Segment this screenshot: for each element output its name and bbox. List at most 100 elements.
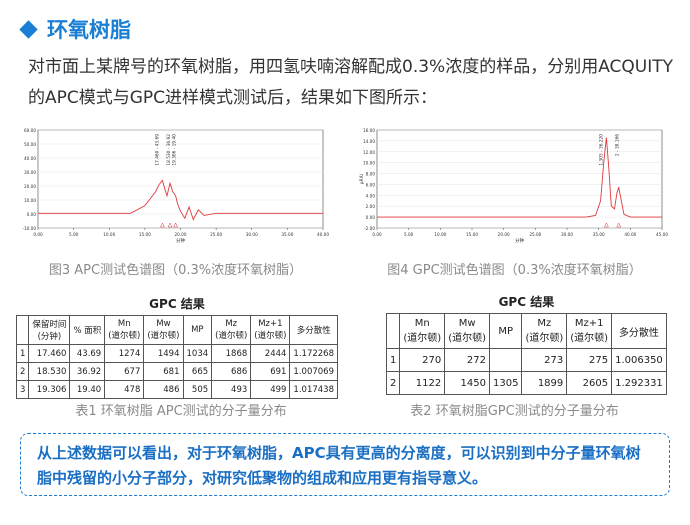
figure4-caption: 图4 GPC测试色谱图（0.3%浓度环氧树脂）: [387, 263, 642, 278]
y-tick-label: 16.00: [363, 128, 375, 133]
y-axis-label: μRIU: [359, 174, 365, 185]
section-header: 环氧树脂: [18, 14, 131, 44]
peak-label: 2 - 38.166: [615, 134, 621, 156]
table-cell: 691: [250, 362, 291, 381]
table-cell: 1: [385, 348, 401, 372]
table-cell: 272: [444, 348, 490, 372]
table-cell: 681: [143, 362, 184, 381]
table-cell: 1034: [182, 344, 213, 363]
peak-marker: [159, 222, 165, 228]
table2-title: GPC 结果: [498, 295, 555, 309]
table-cell: 2: [385, 371, 401, 395]
table-cell: 1274: [104, 344, 145, 363]
y-tick-label: 60.00: [24, 128, 36, 133]
x-tick-label: 45.00: [656, 232, 668, 237]
peak-label: 17.460 - 43.69: [154, 134, 160, 166]
table-cell: 1.017438: [289, 380, 338, 399]
table-row: 2 18.530 36.92 677 681 665 686 691 1.007069: [15, 362, 338, 381]
x-axis-label: 分钟: [176, 237, 185, 244]
table-cell: 270: [399, 348, 446, 372]
x-tick-label: 30.00: [561, 232, 573, 237]
x-tick-label: 5.00: [404, 232, 414, 237]
table1-caption: 表1 环氧树脂 APC测试的分子量分布: [75, 404, 287, 419]
peak-marker: [167, 222, 173, 228]
table-header-row: 保留时间 (分钟)% 面积 Mn (道尔顿) Mw (道尔顿) MP Mz (道尔顿) M…: [15, 315, 338, 345]
peak-label: 1.305 - 36.220: [598, 134, 604, 166]
x-tick-label: 15.00: [466, 232, 478, 237]
table-cell: 686: [211, 362, 252, 381]
x-tick-label: 35.00: [281, 232, 293, 237]
gpc-results-table: GPC 结果 Mn (道尔顿) Mw (道尔顿) MP Mz (道尔顿) Mz+1 (道…: [385, 293, 667, 395]
column-header: Mw (道尔顿): [444, 313, 490, 349]
table-row: 2 1122 1450 1305 1899 2605 1.292331: [385, 371, 667, 395]
y-tick-label: 4.00: [366, 193, 376, 198]
y-tick-label: -10.00: [23, 226, 37, 231]
table-row: 1 17.460 43.69 1274 1494 1034 1868 2444 1.172268: [15, 344, 338, 363]
table-cell: 1450: [444, 371, 490, 395]
x-tick-label: 20.00: [175, 232, 187, 237]
column-header: 多分散性: [611, 313, 667, 349]
table1-title: GPC 结果: [149, 297, 205, 311]
table2-caption: 表2 环氧树脂GPC测试的分子量分布: [410, 404, 619, 419]
x-tick-label: 15.00: [139, 232, 151, 237]
conclusion-box: 从上述数据可以看出，对于环氧树脂，APC具有更高的分离度，可以识别到中分子量环氧…: [20, 433, 670, 496]
y-tick-label: 12.00: [363, 150, 375, 155]
table-cell: 499: [250, 380, 291, 399]
x-axis-label: 分钟: [515, 237, 524, 244]
column-header: Mz+1 (道尔顿): [250, 315, 291, 345]
table-cell: [488, 348, 523, 372]
x-tick-label: 10.00: [103, 232, 115, 237]
table-cell: 677: [104, 362, 145, 381]
column-header: Mn (道尔顿): [399, 313, 446, 349]
table-cell: 2444: [250, 344, 291, 363]
table-cell: 486: [143, 380, 184, 399]
apc-chromatogram: -10.00 0.00 10.00 20.00 30.00 40.00 50.00 60.00…: [18, 124, 333, 252]
table-cell: 1.172268: [289, 344, 338, 363]
y-tick-label: 40.00: [24, 156, 36, 161]
table-cell: 18.530: [28, 362, 71, 381]
x-tick-label: 40.00: [317, 232, 329, 237]
gpc-chromatogram: -2.00 0.00 2.00 4.00 6.00 8.00 10.00 12.00 14.00…: [357, 124, 672, 252]
column-header: MP: [488, 313, 523, 349]
table-cell: 1868: [211, 344, 252, 363]
apc-results-table: GPC 结果 保留时间 (分钟)% 面积 Mn (道尔顿) Mw (道尔顿) MP Mz…: [15, 295, 338, 399]
y-tick-label: 6.00: [366, 182, 376, 187]
y-tick-label: 8.00: [366, 172, 376, 177]
diamond-icon: [19, 19, 38, 39]
series-line: [377, 137, 662, 218]
table-cell: 17.460: [28, 344, 71, 363]
peak-marker: [616, 222, 622, 228]
table-row: 1 270 272 273 275 1.006350: [385, 348, 667, 372]
table-header-row: Mn (道尔顿) Mw (道尔顿) MP Mz (道尔顿) Mz+1 (道尔顿) 多分散性: [385, 313, 667, 349]
x-tick-label: 0.00: [33, 232, 43, 237]
table-cell: 275: [566, 348, 613, 372]
x-tick-label: 0.00: [372, 232, 382, 237]
column-header: [385, 313, 401, 349]
x-tick-label: 25.00: [529, 232, 541, 237]
y-tick-label: 2.00: [366, 204, 376, 209]
table-cell: 1: [15, 344, 30, 363]
y-tick-label: -2.00: [364, 226, 375, 231]
x-tick-label: 40.00: [624, 232, 636, 237]
peak-marker: [173, 222, 178, 228]
section-title: 环氧树脂: [47, 18, 131, 42]
table-cell: 505: [182, 380, 213, 399]
column-header: Mz (道尔顿): [521, 313, 568, 349]
table-cell: 3: [15, 380, 30, 399]
table-cell: 1.292331: [611, 371, 667, 395]
column-header: Mz+1 (道尔顿): [566, 313, 613, 349]
table-cell: 273: [521, 348, 568, 372]
column-header: Mz (道尔顿): [211, 315, 252, 345]
series-line: [38, 179, 323, 221]
y-tick-label: 0.00: [27, 212, 37, 217]
column-header: [15, 315, 30, 345]
peak-marker: [603, 222, 609, 228]
apc-chart-svg: -10.000.0010.0020.0030.0040.0050.0060.00…: [23, 128, 330, 244]
column-header: % 面积: [69, 315, 106, 345]
x-tick-label: 35.00: [593, 232, 605, 237]
x-tick-label: 10.00: [434, 232, 446, 237]
table-cell: 478: [104, 380, 145, 399]
y-tick-label: 10.00: [24, 198, 36, 203]
y-tick-label: 14.00: [363, 139, 375, 144]
table-cell: 19.40: [69, 380, 106, 399]
